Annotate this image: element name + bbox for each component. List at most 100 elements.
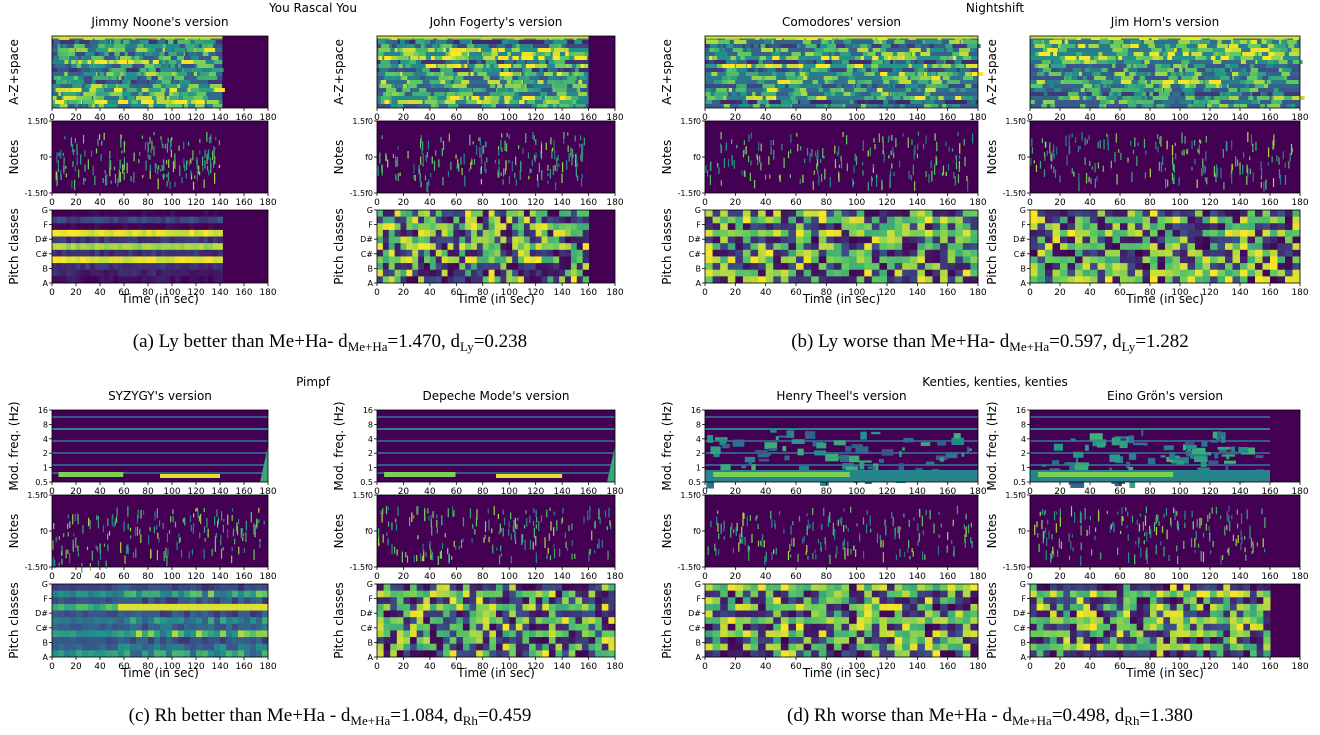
pitch-cell <box>705 256 714 264</box>
note-mark <box>1203 164 1205 172</box>
x-tick-label: 0 <box>1027 198 1033 208</box>
note-mark <box>215 137 217 141</box>
pitch-cell <box>582 236 590 244</box>
lyric-cell <box>1254 84 1264 88</box>
pitch-cell <box>406 216 413 224</box>
pitch-cell <box>1225 216 1233 224</box>
lyric-cell <box>797 44 806 48</box>
pitch-cell <box>1097 216 1106 224</box>
pitch-cell <box>932 223 941 231</box>
lyric-cell <box>926 72 931 76</box>
pitch-cell <box>382 249 390 257</box>
note-mark <box>158 537 160 543</box>
pitch-cell <box>565 249 572 257</box>
lyric-cell <box>897 92 907 96</box>
lyric-cell <box>856 84 861 88</box>
pitch-cell <box>179 263 186 271</box>
pitch-cell <box>712 216 721 224</box>
lyric-cell <box>142 104 149 108</box>
pitch-cell <box>523 216 531 224</box>
pitch-cell <box>75 269 81 277</box>
pitch-cell <box>1150 210 1158 217</box>
lyric-cell <box>829 88 834 92</box>
lyric-cell <box>518 76 532 80</box>
lyric-cell <box>430 72 435 76</box>
note-mark <box>72 161 74 168</box>
pitch-cell <box>1232 249 1241 257</box>
note-mark <box>211 548 213 557</box>
lyric-band <box>377 60 589 64</box>
lyric-cell <box>769 44 781 48</box>
note-mark <box>238 546 240 555</box>
pitch-cell <box>849 276 858 284</box>
note-mark <box>709 174 712 186</box>
note-mark <box>174 521 177 528</box>
lyric-cell <box>149 48 156 52</box>
x-tick-label: 60 <box>790 113 802 123</box>
pitch-cell <box>203 243 209 251</box>
lyric-cell <box>1268 52 1278 56</box>
lyric-cell <box>119 56 131 60</box>
lyric-cell <box>1173 64 1183 68</box>
note-mark <box>62 152 64 156</box>
pitch-cell <box>1067 216 1076 224</box>
lyric-cell <box>862 52 868 56</box>
pitch-cell <box>720 276 729 284</box>
lyric-cell <box>1219 92 1223 96</box>
lyric-cell <box>402 84 408 88</box>
note-mark <box>163 161 165 171</box>
song-title: Nightshift <box>966 1 1024 15</box>
heatmap-content <box>1030 36 1305 108</box>
pitch-cell <box>175 229 181 237</box>
note-mark <box>748 134 750 142</box>
pitch-cell <box>212 249 219 257</box>
pitch-cell <box>841 236 850 244</box>
pitch-cell <box>894 269 903 277</box>
pitch-cell <box>864 263 873 271</box>
lyric-cell <box>445 104 459 108</box>
lyric-cell <box>388 68 396 72</box>
pitch-cell <box>1180 276 1188 284</box>
note-mark <box>541 170 543 181</box>
lyric-cell <box>1281 72 1290 76</box>
note-mark <box>387 159 389 168</box>
pitch-cell <box>765 263 774 271</box>
pitch-cell <box>924 243 933 251</box>
note-mark <box>1216 167 1219 178</box>
note-mark <box>837 151 839 157</box>
pitch-cell <box>194 276 200 284</box>
pitch-cell <box>203 276 209 284</box>
lyric-cell <box>1197 48 1206 52</box>
lyric-cell <box>791 52 801 56</box>
note-mark <box>1053 144 1055 153</box>
pitch-cell <box>1067 276 1076 284</box>
pitch-cell <box>788 229 797 237</box>
pitch-cell <box>1187 249 1196 257</box>
lyric-cell <box>498 48 505 52</box>
note-mark <box>1073 171 1075 177</box>
note-mark <box>114 173 117 184</box>
pitch-cell <box>833 269 842 277</box>
note-mark <box>157 167 159 175</box>
lyric-cell <box>1141 104 1146 108</box>
lyric-cell <box>548 40 554 44</box>
pitch-cell <box>1097 269 1106 277</box>
pitch-cell <box>796 216 805 224</box>
lyric-cell <box>474 64 484 68</box>
y-axis-label: Pitch classes <box>985 208 999 284</box>
lyric-cell <box>1048 84 1055 88</box>
y-tick-label: A <box>43 279 49 288</box>
pitch-cell <box>429 276 437 284</box>
pitch-cell <box>970 216 979 224</box>
pitch-cell <box>1157 269 1166 277</box>
note-mark <box>213 147 215 158</box>
lyric-cell <box>1110 44 1121 48</box>
note-mark <box>196 507 198 512</box>
note-mark <box>1053 152 1055 160</box>
pitch-cell <box>1240 223 1248 231</box>
lyric-cell <box>412 88 420 92</box>
note-mark <box>781 143 783 151</box>
lyric-cell <box>74 92 81 96</box>
note-mark <box>214 172 216 184</box>
pitch-cell <box>547 276 554 284</box>
